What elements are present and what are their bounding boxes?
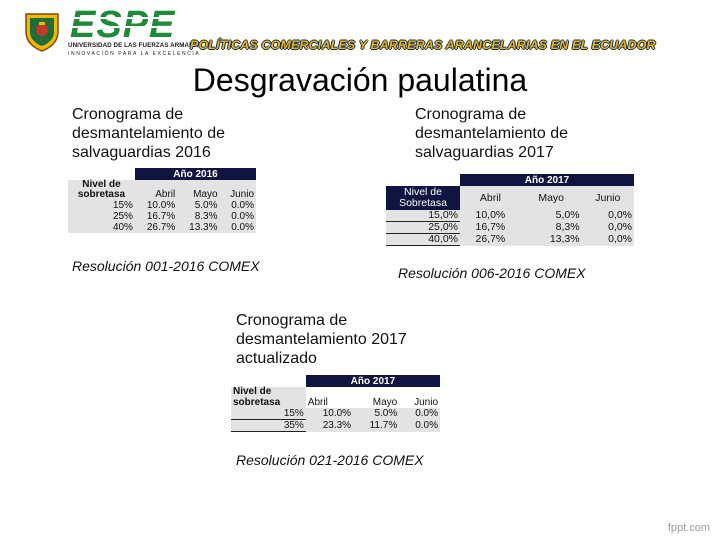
espe-logo: ESPE [68,4,190,46]
heading-2017-line: Cronograma de [415,106,527,123]
heading-2017-line: salvaguardias 2017 [415,144,554,161]
row-label-line: sobretasa [77,189,126,200]
table-2017-updated-corner [231,375,306,387]
heading-2016-line: Cronograma de [72,106,184,123]
heading-2016: Cronograma de desmantelamiento de salvag… [72,105,225,162]
table-2017-updated-col-header: Mayo [372,397,398,408]
table-2017-updated-col-header: Abril [307,397,328,408]
table-2016-cell: 16.7% [134,211,178,222]
table-2016-cell: 0.0% [219,222,256,233]
table-2016-col-header: Junio [219,180,256,200]
table-2017-level: 15,0% [386,210,460,222]
resolution-2017-updated: Resolución 021-2016 COMEX [236,452,424,468]
university-motto: INNOVACIÓN PARA LA EXCELENCIA [68,51,201,57]
table-2017-cell: 5,0% [520,210,582,222]
table-2016-level: 15% [68,200,135,211]
table-2017-updated-cell: 23.3% [305,419,354,432]
table-2016-col-header: Mayo [177,180,220,200]
table-2017-cell: 16,7% [460,221,521,234]
heading-2017-updated-line: actualizado [236,350,317,367]
table-2017-cell: 0,0% [581,221,634,234]
table-2017-cell: 26,7% [460,233,521,246]
table-2017: Año 2017 Nivel de Sobretasa Abril Mayo J… [386,174,634,246]
table-2017-cell: 10,0% [460,210,521,222]
row-label-line: Sobretasa [399,197,447,209]
heading-2016-line: desmantelamiento de [72,125,225,142]
table-2016-cell: 26.7% [134,222,178,233]
row-label-line: Nivel de [233,386,272,397]
table-2017-updated-year-header: Año 2017 [305,375,440,387]
heading-2017-updated: Cronograma de desmantelamiento 2017 actu… [236,311,407,368]
table-2016-col-header: Abril [134,180,178,200]
resolution-2017: Resolución 006-2016 COMEX [398,265,586,281]
table-2017-cell: 0,0% [581,233,634,246]
table-2017-updated-cell: 5.0% [353,408,400,420]
heading-2017-line: desmantelamiento de [415,125,568,142]
table-2017-col-header: Mayo [520,186,582,210]
table-2017-level: 40,0% [386,233,460,246]
university-name: UNIVERSIDAD DE LAS FUERZAS ARMADAS [68,42,203,49]
watermark: fppt.com [667,522,710,534]
table-2017-updated-cell: 0.0% [399,419,440,432]
table-2017-cell: 13,3% [520,233,582,246]
table-2017-updated: Año 2017 Nivel de sobretasa Abril Mayo J… [231,375,440,432]
table-2017-updated-cell: 11.7% [353,419,400,432]
row-label-line: Nivel de [404,186,442,198]
table-2016-level: 25% [68,211,135,222]
table-2017-level: 25,0% [386,221,460,234]
table-2017-year-header: Año 2017 [460,174,634,186]
table-2016-cell: 13.3% [177,222,220,233]
table-2016-level: 40% [68,222,135,233]
heading-2017-updated-line: desmantelamiento 2017 [236,331,407,348]
table-2016-cell: 0.0% [219,211,256,222]
table-2016-cell: 0.0% [219,200,256,211]
table-2017-cell: 8,3% [520,221,582,234]
heading-2017-updated-line: Cronograma de [236,312,348,329]
table-2017-updated-cell: 0.0% [399,408,440,420]
table-2016-corner [68,168,135,180]
heading-2017: Cronograma de desmantelamiento de salvag… [415,105,568,162]
table-2016-cell: 8.3% [177,211,220,222]
table-2017-corner [386,174,460,186]
table-2016: Año 2016 Nivel de sobretasa Abril Mayo J… [68,168,256,233]
table-2016-year-header: Año 2016 [134,168,256,180]
table-2017-updated-level: 35% [231,419,306,432]
table-2017-row-label: Nivel de Sobretasa [386,186,460,210]
resolution-2016: Resolución 001-2016 COMEX [72,258,260,274]
table-2017-updated-cell: 10.0% [305,408,354,420]
page-title: Desgravación paulatina [192,62,528,98]
header-title: POLÍTICAS COMERCIALES Y BARRERAS ARANCEL… [190,38,656,52]
table-2016-cell: 10.0% [134,200,178,211]
row-label-line: Nivel de [82,179,121,190]
table-2017-col-header: Abril [460,186,521,210]
table-2017-updated-col-header: Junio [414,397,438,408]
table-2017-updated-level: 15% [231,408,306,420]
espe-logo-text: ESPE [70,6,176,42]
table-2017-cell: 0,0% [581,210,634,222]
table-2017-updated-row-label: Nivel de sobretasa [231,386,306,408]
table-2017-col-header: Junio [581,186,634,210]
row-label-line: sobretasa [233,396,281,408]
heading-2016-line: salvaguardias 2016 [72,144,211,161]
table-2016-cell: 5.0% [177,200,220,211]
university-crest-logo [22,10,62,52]
table-2016-row-label: Nivel de sobretasa [68,180,135,200]
